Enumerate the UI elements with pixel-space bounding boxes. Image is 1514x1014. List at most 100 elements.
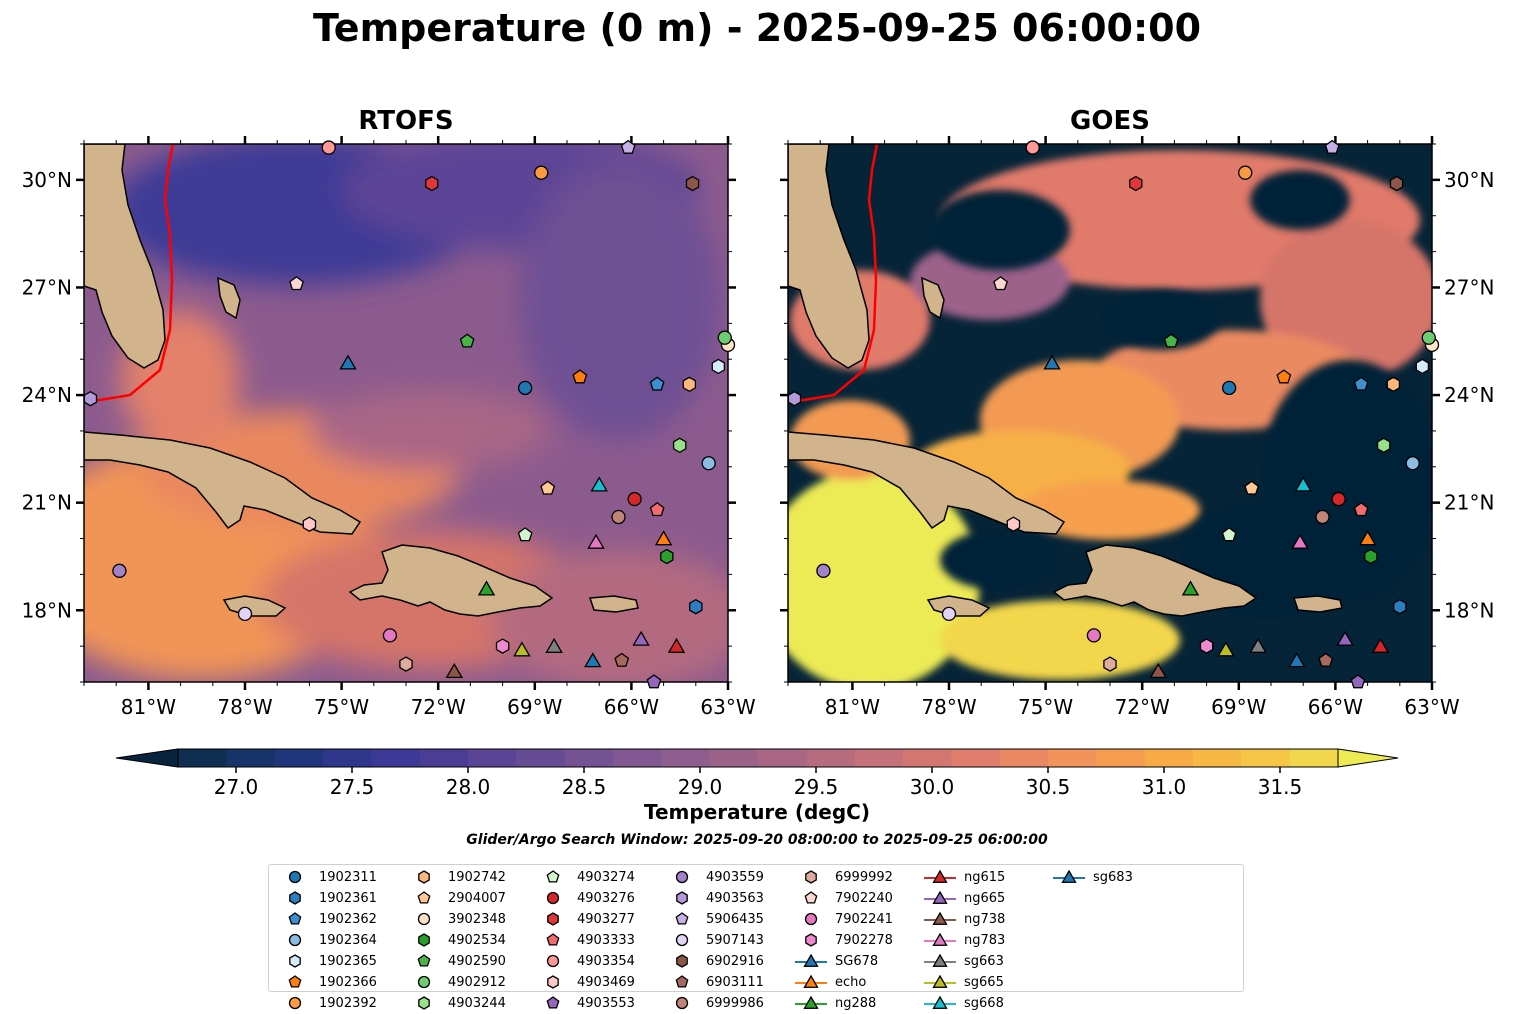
goes-marker-sg683 [1288, 652, 1306, 668]
rtofs-axis-ticks: 81°W 78°W 75°W 72°W 69°W 66°W 63°W 18°N 21°N 24°N… [22, 136, 756, 719]
legend-marker [288, 933, 302, 947]
goes-marker-ng615 [1371, 637, 1390, 653]
colorbar-segment [903, 749, 952, 767]
legend-item-sg668: sg668 [922, 993, 1004, 1013]
goes-marker-1902311 [1221, 380, 1237, 396]
legend-item-4902590: 4902590 [406, 951, 506, 971]
goes-marker-1902364 [1405, 456, 1420, 471]
legend-marker [805, 870, 817, 884]
rtofs-lat-tick-label: 21°N [22, 491, 72, 515]
legend-label: 6999986 [706, 995, 764, 1011]
legend-label: 1902364 [319, 932, 377, 948]
legend-marker [288, 870, 302, 884]
rtofs-marker-2904007 [540, 480, 556, 495]
legend-label: 4903277 [577, 911, 635, 927]
legend-item-3902348: 3902348 [406, 909, 506, 929]
legend-swatch-6902916 [676, 954, 688, 968]
legend-swatch-4903277 [547, 912, 559, 926]
goes-marker-4903244 [1376, 437, 1391, 454]
legend-item-4902912: 4902912 [406, 972, 506, 992]
legend-item-4903559: 4903559 [664, 867, 764, 887]
goes-marker-6902916 [1389, 175, 1404, 192]
legend-label: 4902534 [448, 932, 506, 948]
rtofs-marker-6903111 [614, 652, 630, 667]
rtofs-marker-sg665 [513, 641, 531, 657]
legend-label: 4902590 [448, 953, 506, 969]
colorbar-segment [758, 749, 807, 767]
legend-item-5907143: 5907143 [664, 930, 764, 950]
goes-land [788, 144, 1343, 617]
rtofs-panel [84, 144, 728, 682]
legend-swatch-4903276 [546, 891, 560, 905]
goes-marker-7902241 [1086, 628, 1102, 643]
legend-item-1902364: 1902364 [277, 930, 377, 950]
goes-gulf-stream [788, 144, 879, 402]
goes-marker-6903111 [1318, 652, 1334, 667]
legend-label: ng665 [964, 890, 1006, 906]
legend-label: 5906435 [706, 911, 764, 927]
legend-item-ng665: ng665 [922, 888, 1005, 908]
legend-label: 4903244 [448, 995, 506, 1011]
legend-swatch-4902590 [417, 954, 431, 967]
legend-label: 6902916 [706, 953, 764, 969]
rtofs-marker-sg668 [590, 476, 608, 492]
legend-swatch-4903274 [546, 870, 560, 883]
goes-markers [787, 139, 1440, 689]
legend-label: 1902362 [319, 911, 377, 927]
legend-label: 1902311 [319, 869, 377, 885]
search-window-caption: Glider/Argo Search Window: 2025-09-20 08… [466, 832, 1048, 848]
legend-item-1902392: 1902392 [277, 993, 377, 1013]
legend-item-echo: echo [793, 972, 866, 992]
colorbar-tick-label: 31.5 [1258, 775, 1303, 799]
legend-label: sg663 [964, 953, 1004, 969]
legend: 1902311 1902361 1902362 1902364 1902365 19023… [268, 864, 1244, 1011]
legend-marker [418, 996, 430, 1010]
legend-label: sg668 [964, 995, 1004, 1011]
colorbar-segment [516, 749, 566, 767]
goes-marker-4903469 [1006, 516, 1021, 532]
legend-label: sg665 [964, 974, 1004, 990]
legend-marker [417, 954, 431, 967]
rtofs-marker-4903354 [321, 140, 336, 155]
colorbar-segment [226, 749, 276, 767]
colorbar-segment [951, 749, 1001, 767]
legend-swatch-4903333 [546, 933, 560, 946]
legend-swatch-7902278 [805, 933, 817, 947]
legend-label: 4902912 [448, 974, 506, 990]
legend-swatch-ng288 [795, 995, 827, 1009]
legend-marker [932, 932, 948, 946]
legend-marker [289, 954, 301, 968]
rtofs-marker-4903553 [646, 674, 662, 689]
rtofs-lon-tick-label: 63°W [700, 695, 755, 719]
legend-swatch-sg668 [924, 995, 956, 1009]
legend-marker [805, 933, 817, 947]
legend-swatch-ng783 [924, 932, 956, 946]
colorbar-segment [1048, 749, 1097, 767]
colorbar-segment [419, 749, 469, 767]
legend-label: 4903469 [577, 974, 635, 990]
rtofs-marker-sg678 [339, 354, 357, 370]
goes-lat-tick-label: 30°N [1444, 168, 1494, 192]
legend-swatch-5907143 [675, 933, 689, 947]
legend-marker [675, 912, 689, 925]
legend-swatch-1902361 [289, 891, 301, 905]
legend-swatch-1902742 [418, 870, 430, 884]
legend-item-1902366: 1902366 [277, 972, 377, 992]
legend-item-4903469: 4903469 [535, 972, 635, 992]
colorbar-tick-label: 29.5 [794, 775, 839, 799]
rtofs-lat-tick-label: 18°N [22, 598, 72, 622]
legend-marker [932, 953, 948, 967]
rtofs-marker-6999992 [399, 656, 413, 672]
colorbar-tick-label: 30.5 [1026, 775, 1071, 799]
legend-label: SG678 [835, 953, 879, 969]
goes-lon-tick-label: 66°W [1308, 695, 1363, 719]
goes-lon-tick-label: 63°W [1404, 695, 1459, 719]
legend-marker [547, 975, 559, 989]
legend-label: ng738 [964, 911, 1006, 927]
legend-marker [288, 975, 302, 988]
legend-marker [803, 995, 819, 1009]
rtofs-lon-tick-label: 75°W [314, 695, 369, 719]
legend-marker [288, 996, 302, 1010]
goes-marker-ng665 [1336, 630, 1354, 646]
